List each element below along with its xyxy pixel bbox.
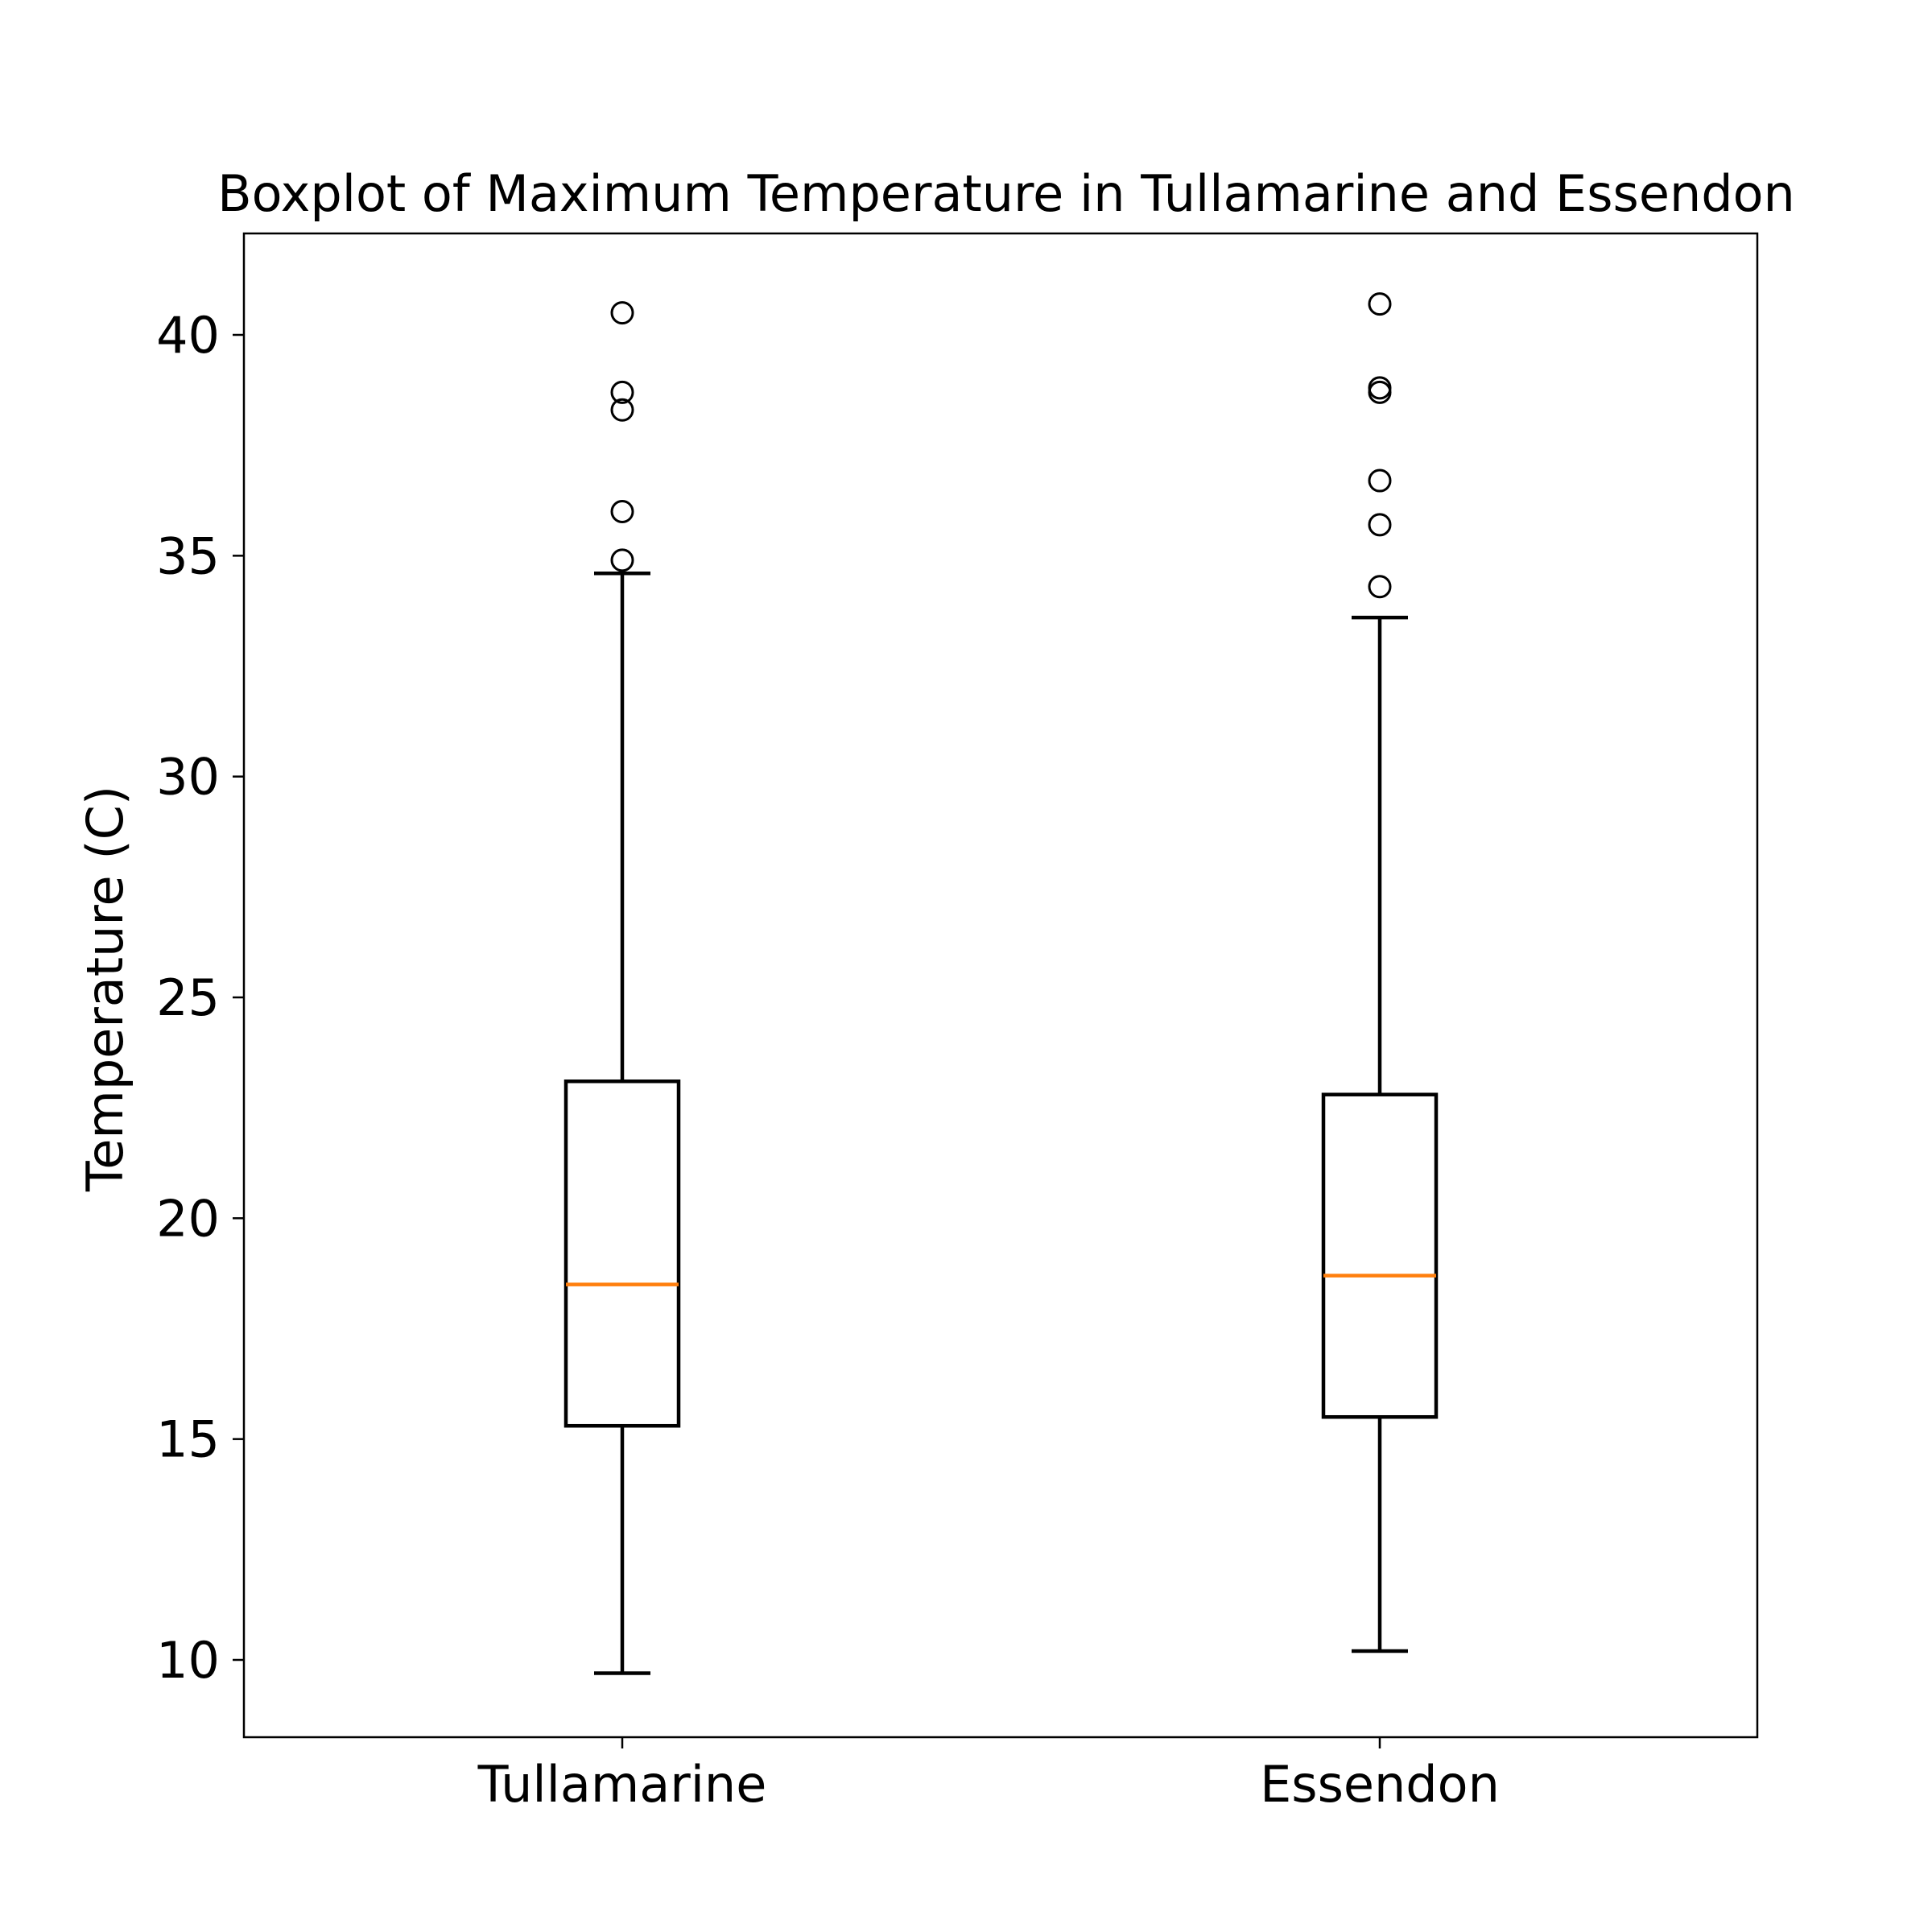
plot-area-frame	[242, 232, 1759, 1739]
y-tick-label: 40	[156, 306, 220, 365]
box-group-essendon	[1321, 292, 1439, 1653]
outlier-point	[610, 380, 634, 404]
iqr-box	[564, 1079, 681, 1428]
outlier-point	[610, 499, 634, 523]
x-axis-ticks: Tullamarine Essendon	[477, 1737, 1500, 1814]
y-tick-label: 15	[156, 1410, 220, 1469]
iqr-box	[1321, 1092, 1439, 1419]
y-tick-label: 25	[156, 968, 220, 1027]
x-tick-label: Essendon	[1260, 1755, 1500, 1814]
outlier-point	[1368, 513, 1392, 537]
outlier-point	[1368, 469, 1392, 493]
chart-title: Boxplot of Maximum Temperature in Tullam…	[217, 164, 1795, 223]
outlier-point	[610, 398, 634, 422]
y-axis-ticks: 10 15 20 25 30 35 40	[156, 306, 244, 1690]
y-tick-label: 30	[156, 748, 220, 807]
box-group-tullamarine	[564, 301, 681, 1675]
y-tick-label: 20	[156, 1189, 220, 1248]
outlier-point	[1368, 292, 1392, 316]
outlier-point	[1368, 380, 1392, 404]
boxes-layer	[564, 292, 1439, 1675]
y-axis-label: Temperature (C)	[76, 786, 134, 1192]
y-tick-label: 10	[156, 1631, 220, 1690]
x-tick-label: Tullamarine	[477, 1755, 767, 1814]
y-tick-label: 35	[156, 526, 220, 585]
outlier-point	[610, 301, 634, 325]
outlier-point	[1368, 575, 1392, 599]
outlier-point	[1368, 376, 1392, 400]
outlier-point	[610, 548, 634, 572]
